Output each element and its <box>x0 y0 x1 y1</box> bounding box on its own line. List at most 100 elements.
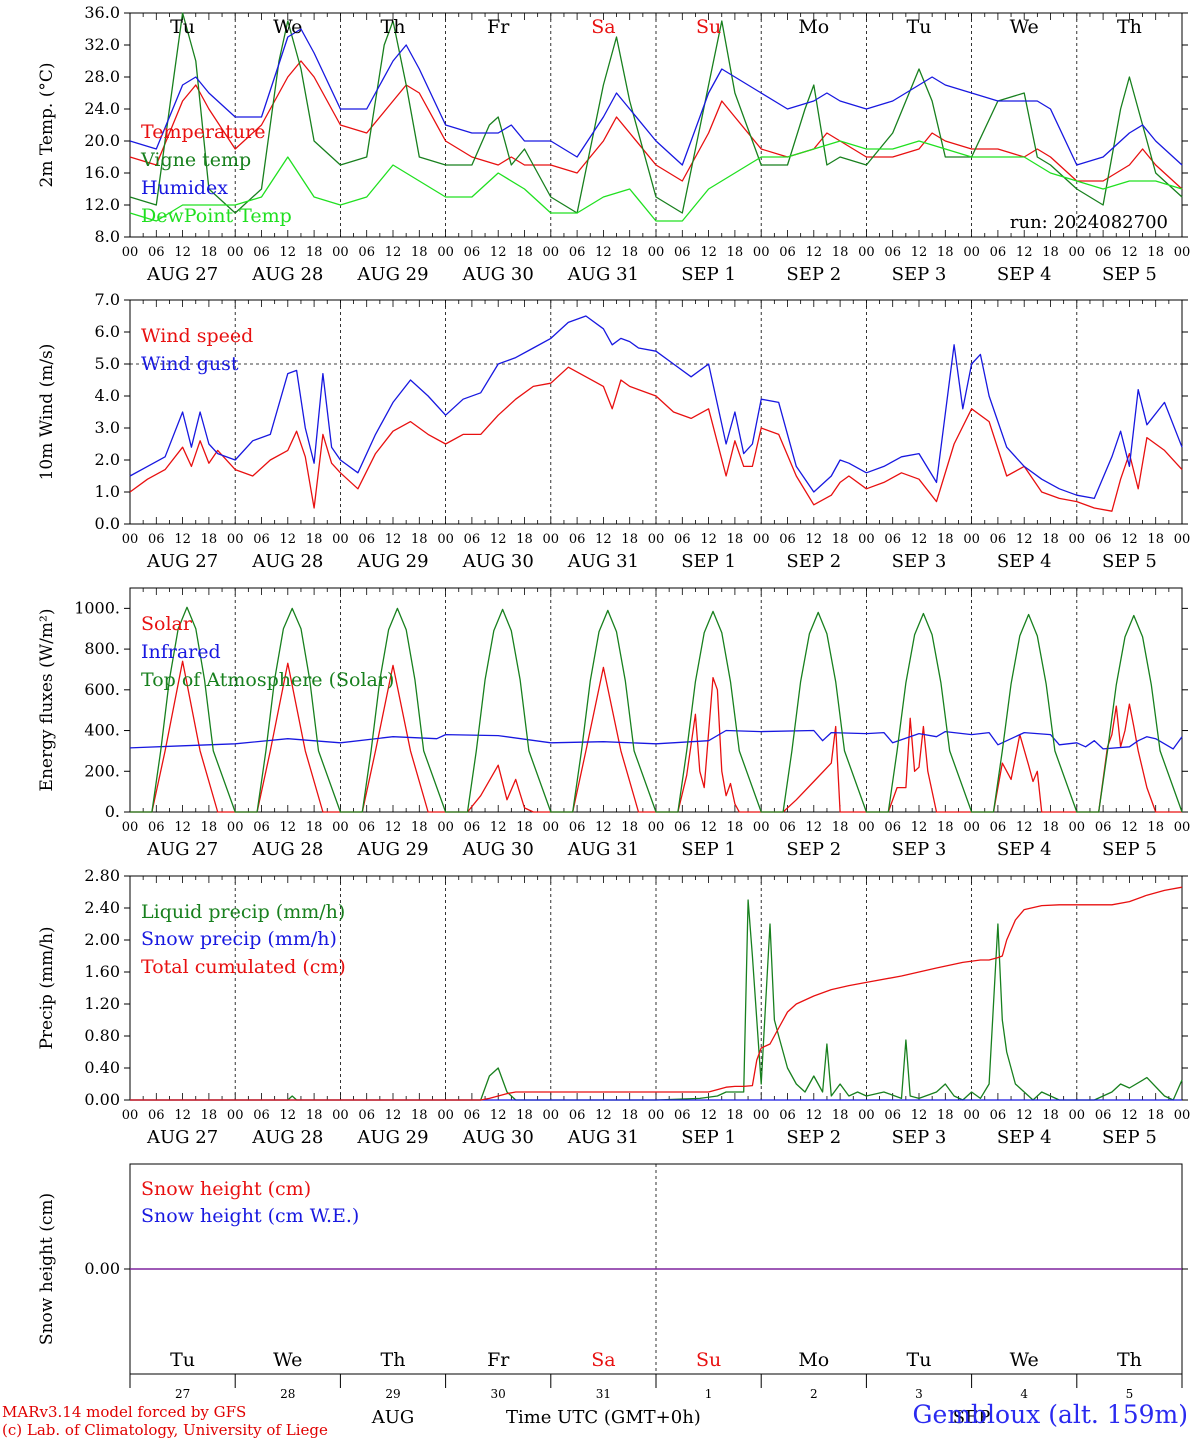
x-hour-label: 06 <box>358 245 375 260</box>
y-tick-label: 7.0 <box>95 290 120 309</box>
x-hour-label: 06 <box>884 820 901 835</box>
x-hour-label: 00 <box>858 1108 875 1123</box>
x-date-label: AUG 29 <box>356 264 428 285</box>
x-hour-label: 00 <box>963 1108 980 1123</box>
y-tick-label: 36.0 <box>84 3 120 22</box>
legend-entry: Temperature <box>141 121 265 143</box>
x-hour-label: 00 <box>543 1108 560 1123</box>
x-date-label: SEP 4 <box>997 264 1052 285</box>
x-date-label: SEP 4 <box>997 839 1052 860</box>
x-hour-label: 12 <box>911 820 928 835</box>
y-tick-label: 24.0 <box>84 99 120 118</box>
x-date-label: SEP 3 <box>892 1127 947 1148</box>
x-hour-label: 06 <box>1095 245 1112 260</box>
x-hour-label: 00 <box>753 1108 770 1123</box>
day-abbr-top: Su <box>696 16 721 38</box>
y-axis-label: Snow height (cm) <box>37 1193 57 1345</box>
day-number: 29 <box>385 1387 400 1401</box>
series-line <box>129 12 1183 214</box>
x-hour-label: 00 <box>122 532 139 547</box>
x-hour-label: 06 <box>884 245 901 260</box>
x-hour-label: 12 <box>490 532 507 547</box>
panel-frame <box>129 299 1183 525</box>
x-hour-label: 18 <box>1147 820 1164 835</box>
x-hour-label: 12 <box>490 820 507 835</box>
x-hour-label: 00 <box>648 820 665 835</box>
legend-entry: Wind speed <box>141 325 253 347</box>
x-hour-label: 00 <box>227 820 244 835</box>
x-date-label: AUG 28 <box>251 839 323 860</box>
x-hour-label: 12 <box>1121 532 1138 547</box>
x-hour-label: 00 <box>227 245 244 260</box>
x-date-label: AUG 27 <box>146 839 218 860</box>
x-hour-label: 06 <box>674 532 691 547</box>
x-hour-label: 12 <box>1016 820 1033 835</box>
y-tick-label: 1.20 <box>84 994 120 1013</box>
day-abbr-top: Sa <box>591 16 615 38</box>
x-date-label: AUG 30 <box>462 551 534 572</box>
x-hour-label: 00 <box>543 245 560 260</box>
x-hour-label: 06 <box>990 820 1007 835</box>
x-date-label: AUG 28 <box>251 264 323 285</box>
x-hour-label: 06 <box>569 532 586 547</box>
x-hour-label: 06 <box>779 245 796 260</box>
day-abbr-top: Th <box>1117 16 1142 38</box>
day-abbr-bottom: Mo <box>798 1349 829 1371</box>
x-hour-label: 06 <box>779 1108 796 1123</box>
x-hour-label: 00 <box>1069 245 1086 260</box>
series-line <box>130 606 1183 813</box>
x-hour-label: 06 <box>1095 820 1112 835</box>
x-hour-label: 12 <box>911 532 928 547</box>
x-hour-label: 00 <box>1069 820 1086 835</box>
x-hour-label: 18 <box>201 820 218 835</box>
x-hour-label: 12 <box>385 1108 402 1123</box>
day-number: 31 <box>596 1387 611 1401</box>
legend-entry: Total cumulated (cm) <box>141 956 346 978</box>
x-hour-label: 18 <box>727 245 744 260</box>
x-hour-label: 06 <box>569 245 586 260</box>
x-hour-label: 06 <box>253 820 270 835</box>
series-line <box>129 315 1183 500</box>
y-tick-label: 2.40 <box>84 898 120 917</box>
x-hour-label: 18 <box>1042 820 1059 835</box>
x-hour-label: 00 <box>332 245 349 260</box>
x-hour-label: 18 <box>937 1108 954 1123</box>
day-abbr-top: We <box>1010 16 1039 38</box>
x-hour-label: 12 <box>280 820 297 835</box>
series-line <box>130 660 1182 813</box>
x-hour-label: 18 <box>832 820 849 835</box>
x-hour-label: 18 <box>727 1108 744 1123</box>
x-hour-label: 18 <box>621 245 638 260</box>
x-hour-label: 06 <box>674 245 691 260</box>
x-date-label: SEP 1 <box>681 839 736 860</box>
day-abbr-top: Tu <box>907 16 932 38</box>
lab-credit: (c) Lab. of Climatology, University of L… <box>2 1421 328 1439</box>
x-date-label: AUG 31 <box>567 264 639 285</box>
legend-entry: Infrared <box>141 641 221 663</box>
y-tick-label: 200. <box>84 761 120 780</box>
x-hour-label: 00 <box>648 245 665 260</box>
bottom-axis: Tu 27 We 28 Th 29 Fr 30 Sa 31 Su 1 Mo 2 Tu 3 We 4 Th 5 AUG Ti… <box>170 1349 1142 1428</box>
y-tick-label: 1000. <box>74 598 120 617</box>
y-tick-label: 0.40 <box>84 1058 120 1077</box>
x-date-label: SEP 2 <box>786 1127 841 1148</box>
x-hour-label: 06 <box>990 1108 1007 1123</box>
x-hour-label: 12 <box>174 245 191 260</box>
x-hour-label: 06 <box>674 820 691 835</box>
x-hour-label: 00 <box>122 1108 139 1123</box>
x-hour-label: 00 <box>543 532 560 547</box>
y-tick-label: 3.0 <box>95 418 120 437</box>
series-line <box>129 60 1183 190</box>
x-hour-label: 12 <box>700 1108 717 1123</box>
x-date-label: SEP 2 <box>786 264 841 285</box>
x-hour-label: 12 <box>806 820 823 835</box>
x-hour-label: 12 <box>280 532 297 547</box>
x-date-label: SEP 5 <box>1102 839 1157 860</box>
x-hour-label: 06 <box>358 532 375 547</box>
x-hour-label: 18 <box>1147 1108 1164 1123</box>
x-hour-label: 00 <box>963 532 980 547</box>
x-hour-label: 00 <box>753 532 770 547</box>
x-hour-label: 12 <box>1016 245 1033 260</box>
x-hour-label: 18 <box>937 820 954 835</box>
x-axis-label: Time UTC (GMT+0h) <box>506 1407 701 1428</box>
